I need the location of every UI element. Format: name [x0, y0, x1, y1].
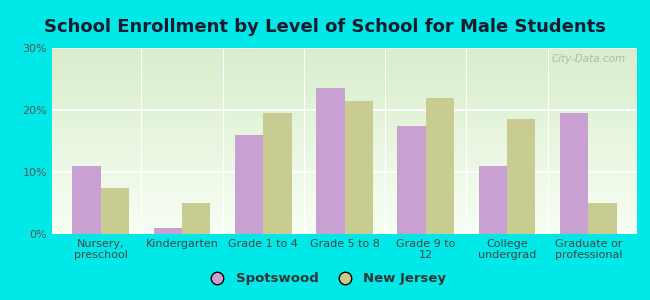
- Text: City-Data.com: City-Data.com: [551, 54, 625, 64]
- Bar: [344, 101, 373, 234]
- Bar: [235, 135, 263, 234]
- Bar: [263, 113, 292, 234]
- Legend: Spotswood, New Jersey: Spotswood, New Jersey: [199, 267, 451, 290]
- Bar: [153, 228, 182, 234]
- Bar: [588, 203, 617, 234]
- Bar: [397, 125, 426, 234]
- Bar: [478, 166, 507, 234]
- Bar: [72, 166, 101, 234]
- Bar: [426, 98, 454, 234]
- Bar: [507, 119, 536, 234]
- Text: School Enrollment by Level of School for Male Students: School Enrollment by Level of School for…: [44, 18, 606, 36]
- Bar: [182, 203, 211, 234]
- Bar: [316, 88, 344, 234]
- Bar: [101, 188, 129, 234]
- Bar: [560, 113, 588, 234]
